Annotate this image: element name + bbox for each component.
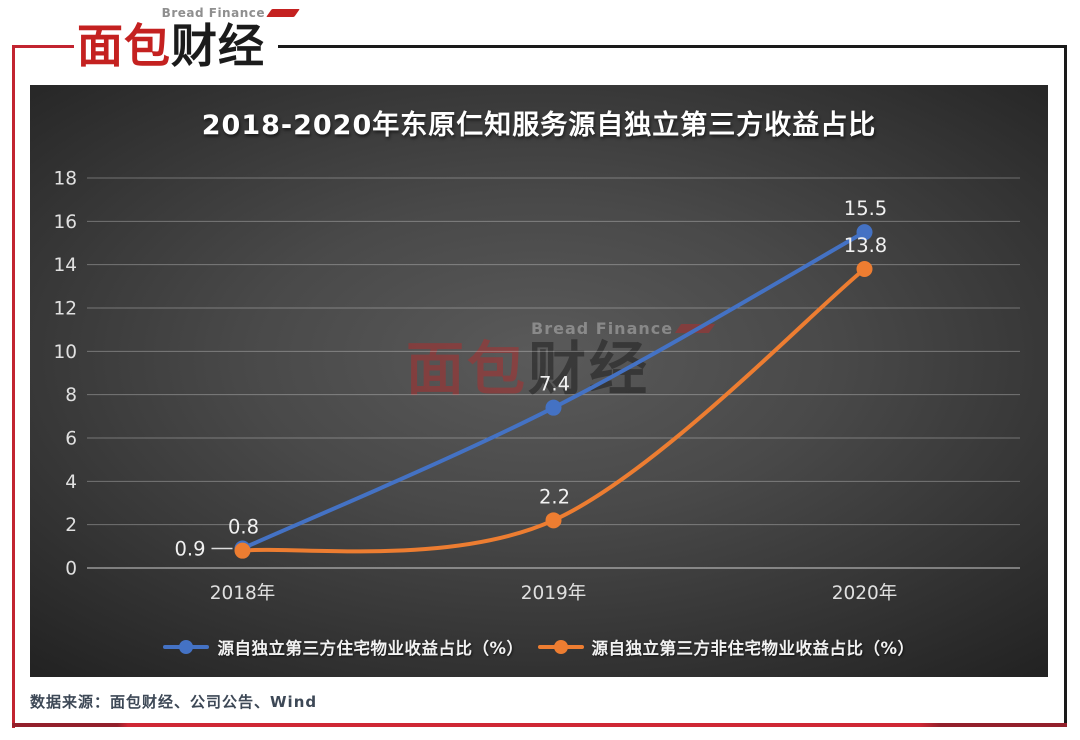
- chart-title: 2018-2020年东原仁知服务源自独立第三方收益占比: [201, 110, 877, 141]
- frame-top-red-line: [12, 45, 74, 48]
- data-point-label: 0.9: [174, 538, 205, 561]
- frame-right-border: [1064, 45, 1067, 727]
- frame-left-border: [12, 45, 15, 728]
- chart-panel: 2018-2020年东原仁知服务源自独立第三方收益占比 Bread Financ…: [30, 85, 1048, 677]
- brand-chinese-text: 面包财经: [77, 21, 297, 71]
- brand-logo: Bread Finance 面包财经: [77, 5, 300, 71]
- chart-legend: 源自独立第三方住宅物业收益占比（%） 源自独立第三方非住宅物业收益占比（%）: [30, 635, 1048, 659]
- data-point-label: 15.5: [844, 197, 887, 220]
- y-axis-tick-label: 2: [65, 515, 77, 536]
- data-point-label: 13.8: [844, 234, 887, 257]
- data-point-label: 0.8: [228, 516, 259, 539]
- y-axis-tick-label: 6: [65, 429, 77, 450]
- frame-bottom-border: [12, 723, 1067, 727]
- x-axis-tick-label: 2019年: [521, 583, 587, 604]
- data-point: [545, 399, 562, 416]
- legend-item-non-residential: 源自独立第三方非住宅物业收益占比（%）: [537, 635, 915, 659]
- legend-dot-orange: [553, 640, 568, 654]
- brand-chinese-red: 面包: [77, 19, 171, 73]
- x-axis-tick-label: 2018年: [210, 583, 276, 604]
- brand-chinese-black: 财经: [171, 19, 265, 73]
- x-axis-tick-label: 2020年: [832, 583, 898, 604]
- legend-marker-orange: [537, 640, 584, 654]
- y-axis-tick-label: 4: [65, 472, 77, 493]
- data-point: [234, 542, 251, 559]
- data-point-label: 2.2: [539, 485, 570, 508]
- data-point: [545, 512, 562, 529]
- data-point: [856, 224, 873, 241]
- data-point-label: 7.4: [539, 373, 570, 396]
- data-source-note: 数据来源：面包财经、公司公告、Wind: [30, 693, 318, 711]
- y-axis-tick-label: 10: [53, 342, 77, 363]
- y-axis-tick-label: 12: [53, 299, 77, 320]
- y-axis-tick-label: 16: [53, 212, 77, 233]
- brand-english-row: Bread Finance: [77, 5, 300, 21]
- y-axis-tick-label: 0: [65, 559, 77, 580]
- y-axis-tick-label: 14: [53, 255, 77, 276]
- legend-dot-blue: [179, 640, 194, 654]
- frame-top-black-line: [278, 45, 1067, 48]
- line-chart-plot: 0 2 4 6 8 10 12 14 16 18 2018年 2019年 2020年 0.9 7.4 15.5…: [53, 169, 1020, 604]
- legend-item-residential: 源自独立第三方住宅物业收益占比（%）: [163, 635, 523, 659]
- legend-label-residential: 源自独立第三方住宅物业收益占比（%）: [217, 639, 524, 658]
- y-axis-tick-label: 8: [65, 385, 77, 406]
- y-axis-tick-label: 18: [53, 169, 77, 190]
- brand-english-text: Bread Finance: [161, 6, 265, 20]
- legend-label-non-residential: 源自独立第三方非住宅物业收益占比（%）: [591, 639, 915, 658]
- data-point: [856, 261, 873, 277]
- legend-marker-blue: [163, 640, 210, 654]
- brand-swoosh-icon: [266, 9, 300, 17]
